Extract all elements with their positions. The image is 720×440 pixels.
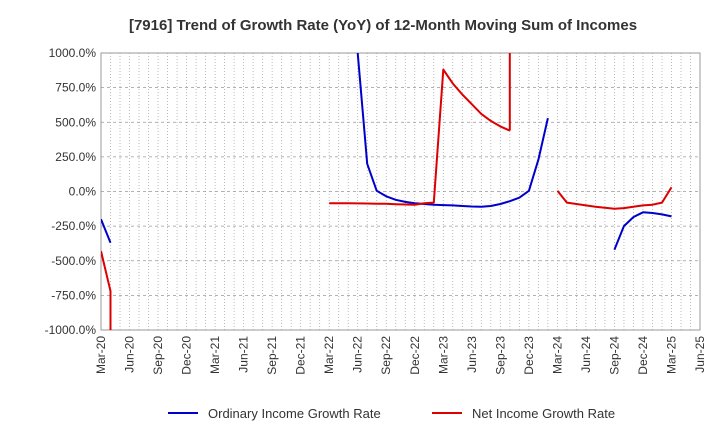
x-tick-label: Jun-23: [465, 336, 479, 373]
chart-title: [7916] Trend of Growth Rate (YoY) of 12-…: [129, 17, 637, 34]
y-tick-label: -500.0%: [51, 254, 96, 268]
x-tick-label: Mar-23: [436, 336, 450, 374]
x-tick-label: Sep-20: [151, 336, 165, 375]
y-tick-label: -1000.0%: [45, 323, 97, 337]
x-tick-label: Jun-20: [123, 336, 137, 373]
y-tick-label: -250.0%: [51, 219, 96, 233]
x-tick-label: Mar-21: [208, 336, 222, 374]
series-line-2: [101, 53, 673, 330]
x-tick-label: Sep-23: [493, 336, 507, 375]
x-tick-label: Jun-25: [693, 336, 707, 373]
y-tick-label: -750.0%: [51, 288, 96, 302]
x-tick-label: Dec-23: [522, 336, 536, 375]
grid: [100, 52, 701, 331]
x-tick-label: Jun-22: [351, 336, 365, 373]
x-tick-label: Dec-22: [408, 336, 422, 375]
y-tick-label: 0.0%: [69, 185, 97, 199]
x-tick-label: Mar-24: [550, 336, 564, 374]
series-line-1: [101, 53, 672, 251]
x-tick-label: Sep-24: [607, 336, 621, 375]
y-tick-label: 250.0%: [55, 150, 96, 164]
y-tick-label: 500.0%: [55, 115, 96, 129]
x-tick-label: Mar-22: [322, 336, 336, 374]
x-tick-label: Dec-21: [294, 336, 308, 375]
x-tick-label: Sep-22: [379, 336, 393, 375]
x-tick-label: Jun-24: [579, 336, 593, 373]
legend: Ordinary Income Growth Rate Net Income Gr…: [168, 406, 615, 421]
x-tick-label: Dec-20: [180, 336, 194, 375]
plot-frame: [100, 52, 701, 331]
y-tick-label: 1000.0%: [49, 46, 97, 60]
plot-area: [101, 53, 673, 330]
x-tick-label: Dec-24: [636, 336, 650, 375]
x-tick-label: Jun-21: [237, 336, 251, 373]
x-tick-label: Sep-21: [265, 336, 279, 375]
y-tick-label: 750.0%: [55, 81, 96, 95]
x-axis: Mar-20 Jun-20 Sep-20 Dec-20 Mar-21 Jun-21 Sep-…: [94, 336, 707, 375]
y-axis: 1000.0% 750.0% 500.0% 250.0% 0.0% -250.0% -500…: [45, 46, 97, 337]
x-tick-label: Mar-20: [94, 336, 108, 374]
x-tick-label: Mar-25: [664, 336, 678, 374]
legend-label-1: Ordinary Income Growth Rate: [208, 406, 381, 421]
legend-label-2: Net Income Growth Rate: [472, 406, 615, 421]
